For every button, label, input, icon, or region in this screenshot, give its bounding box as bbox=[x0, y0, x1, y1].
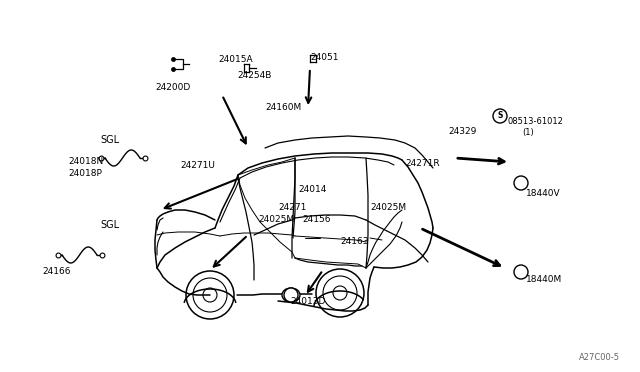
Text: 24025M: 24025M bbox=[258, 215, 294, 224]
Text: 24025M: 24025M bbox=[370, 203, 406, 212]
Text: 24254B: 24254B bbox=[237, 71, 271, 80]
Text: 24166: 24166 bbox=[42, 267, 70, 276]
Ellipse shape bbox=[514, 265, 528, 279]
Text: 24200D: 24200D bbox=[155, 83, 190, 93]
Text: 08513-61012: 08513-61012 bbox=[508, 118, 564, 126]
Circle shape bbox=[284, 288, 298, 302]
Ellipse shape bbox=[282, 288, 300, 302]
Text: 24015A: 24015A bbox=[218, 55, 253, 64]
Text: 18440V: 18440V bbox=[526, 189, 561, 198]
Text: 24271: 24271 bbox=[278, 203, 307, 212]
Text: 18440M: 18440M bbox=[526, 276, 563, 285]
Text: 24013D: 24013D bbox=[290, 298, 325, 307]
Text: SGL: SGL bbox=[100, 135, 119, 145]
Text: 24329: 24329 bbox=[448, 128, 476, 137]
Text: 24160M: 24160M bbox=[265, 103, 301, 112]
Text: SGL: SGL bbox=[100, 220, 119, 230]
Text: 24051: 24051 bbox=[310, 54, 339, 62]
Text: 24018N: 24018N bbox=[68, 157, 103, 167]
Ellipse shape bbox=[514, 176, 528, 190]
Text: S: S bbox=[497, 112, 502, 121]
Circle shape bbox=[493, 109, 507, 123]
Text: A27C00-5: A27C00-5 bbox=[579, 353, 620, 362]
Text: 24271R: 24271R bbox=[405, 158, 440, 167]
Text: (1): (1) bbox=[522, 128, 534, 138]
Text: 24018P: 24018P bbox=[68, 169, 102, 177]
Text: 24163: 24163 bbox=[340, 237, 369, 247]
Text: 24156: 24156 bbox=[302, 215, 330, 224]
Text: 24014: 24014 bbox=[298, 186, 326, 195]
Text: 24271U: 24271U bbox=[180, 160, 215, 170]
